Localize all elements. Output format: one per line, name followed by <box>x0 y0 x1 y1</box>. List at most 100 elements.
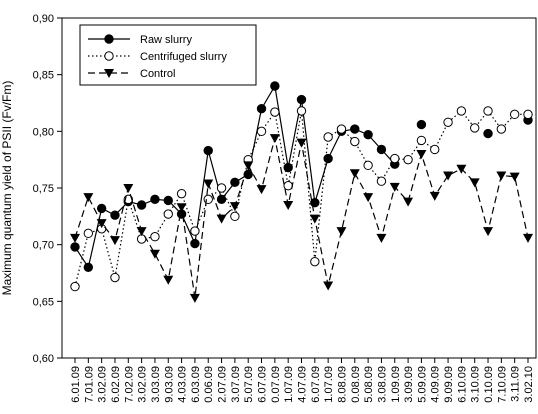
data-point <box>70 281 80 292</box>
x-tick-label: 1.07.09 <box>283 366 295 403</box>
x-tick-label: 6.07.09 <box>310 366 322 403</box>
x-tick-label: 3.02.09 <box>97 366 109 403</box>
data-point <box>336 227 347 237</box>
y-tick-label: 0,60 <box>33 353 54 365</box>
data-point <box>269 134 280 144</box>
data-point <box>190 226 200 236</box>
data-point <box>390 153 400 164</box>
x-tick-label: 9.09.09 <box>443 366 455 403</box>
x-tick-label: 3.11.09 <box>510 366 522 402</box>
x-tick-label: 1.09.09 <box>390 366 402 403</box>
data-point <box>523 109 533 120</box>
x-tick-label: 3.10.09 <box>470 366 482 403</box>
x-tick-label: 6.07.09 <box>257 366 269 403</box>
data-point <box>523 233 533 243</box>
data-point <box>509 109 520 120</box>
data-point <box>336 124 347 134</box>
legend-marker <box>104 51 114 61</box>
x-tick-label: 8.08.09 <box>336 366 348 403</box>
data-point <box>136 227 147 237</box>
data-point <box>163 195 173 206</box>
x-tick-label: 4.09.09 <box>430 366 442 403</box>
series-line <box>74 137 529 299</box>
x-tick-label: 7.10.09 <box>496 366 508 403</box>
data-point <box>96 219 107 229</box>
data-point <box>456 106 467 116</box>
data-point <box>469 178 480 188</box>
x-tick-label: 6.01.09 <box>70 366 82 403</box>
x-tick-label: 2.07.09 <box>217 366 229 403</box>
x-tick-label: 5.08.09 <box>363 366 375 403</box>
data-point <box>136 200 147 210</box>
data-point <box>203 145 213 156</box>
series-line <box>74 84 396 269</box>
data-point <box>350 136 360 147</box>
data-point <box>363 130 373 140</box>
data-point <box>110 210 120 220</box>
data-point <box>483 227 494 237</box>
data-point <box>376 176 387 186</box>
y-tick-label: 0,80 <box>33 126 54 138</box>
data-point <box>350 124 360 134</box>
data-point <box>216 183 227 193</box>
data-point <box>83 228 94 239</box>
data-point <box>70 233 80 243</box>
data-point <box>150 232 160 242</box>
legend-marker <box>104 34 114 44</box>
data-point <box>203 194 213 205</box>
data-point <box>363 193 374 203</box>
data-point <box>403 197 414 207</box>
data-point <box>256 103 267 114</box>
x-tick-label: 0.06.09 <box>203 366 215 403</box>
data-point <box>376 144 387 155</box>
data-point <box>109 236 120 246</box>
data-point <box>189 293 200 303</box>
data-point <box>310 256 320 267</box>
data-point <box>176 188 187 199</box>
x-tick-label: 3.02.10 <box>523 366 535 403</box>
y-tick-label: 0,75 <box>33 183 54 195</box>
data-point <box>349 169 360 179</box>
data-point <box>230 211 240 222</box>
data-point <box>229 202 240 212</box>
y-tick-label: 0,90 <box>33 13 54 25</box>
data-point <box>323 132 333 142</box>
data-point <box>123 184 134 193</box>
x-tick-label: 5.09.09 <box>416 366 428 403</box>
data-point <box>110 272 120 283</box>
data-point <box>216 214 227 224</box>
x-tick-label: 0.08.09 <box>350 366 362 403</box>
data-point <box>323 281 334 291</box>
data-point <box>176 203 187 213</box>
y-tick-label: 0,65 <box>33 296 54 308</box>
data-point <box>509 172 520 182</box>
data-point <box>150 194 160 205</box>
data-point <box>496 171 507 181</box>
data-point <box>483 106 493 116</box>
data-point <box>389 182 400 192</box>
x-tick-label: 0.07.09 <box>270 366 282 403</box>
data-point <box>243 161 254 171</box>
x-tick-label: 3.09.09 <box>403 366 415 403</box>
data-point <box>270 81 280 91</box>
legend-label: Raw slurry <box>140 34 192 46</box>
y-tick-label: 0,85 <box>33 70 54 82</box>
data-point <box>296 138 307 148</box>
x-tick-label: 3.02.09 <box>137 366 149 403</box>
x-tick-label: 3.08.09 <box>376 366 388 403</box>
data-point <box>296 94 307 105</box>
x-tick-label: 0.10.09 <box>483 366 495 403</box>
series-line <box>74 109 528 287</box>
x-tick-label: 3.07.09 <box>230 366 242 403</box>
y-tick-label: 0,70 <box>33 240 54 252</box>
data-point <box>416 150 427 159</box>
data-point <box>163 209 173 219</box>
x-tick-label: 1.07.09 <box>323 366 335 403</box>
data-point <box>403 154 413 165</box>
y-axis-label: Maximum quantum yield of PSII (Fv/Fm) <box>0 81 14 296</box>
data-point <box>190 238 200 249</box>
data-point <box>456 164 467 174</box>
data-point <box>163 275 174 285</box>
x-tick-label: 3.03.09 <box>150 366 162 403</box>
